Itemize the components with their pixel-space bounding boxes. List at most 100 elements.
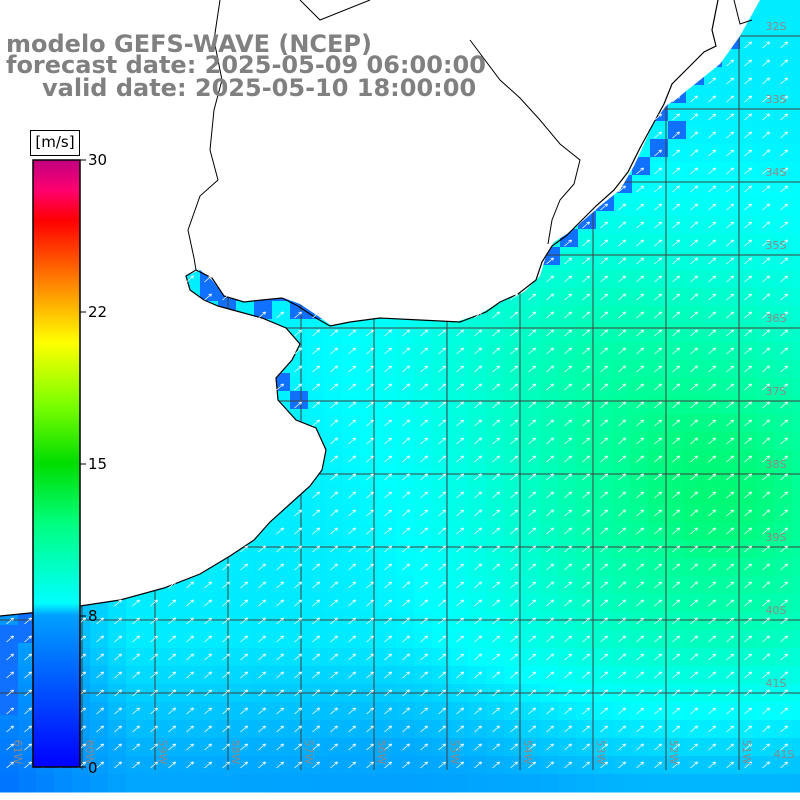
wind-arrow-icon bbox=[96, 653, 104, 661]
valid-date: valid date: 2025-05-10 18:00:00 bbox=[42, 74, 477, 102]
wind-arrow-icon bbox=[654, 509, 662, 517]
wind-arrow-icon bbox=[672, 761, 680, 769]
wind-arrow-icon bbox=[474, 725, 482, 733]
wind-arrow-icon bbox=[438, 617, 446, 625]
wind-arrow-icon bbox=[762, 41, 770, 49]
wind-arrow-icon bbox=[654, 599, 662, 607]
wind-arrow-icon bbox=[528, 689, 536, 697]
wind-arrow-icon bbox=[582, 689, 590, 697]
wind-arrow-icon bbox=[708, 491, 716, 499]
model-title: modelo GEFS-WAVE (NCEP) bbox=[6, 30, 372, 58]
wind-arrow-icon bbox=[564, 419, 572, 427]
wind-arrow-icon bbox=[744, 707, 752, 715]
wind-arrow-icon bbox=[402, 653, 410, 661]
wind-arrow-icon bbox=[384, 365, 392, 373]
wind-arrow-icon bbox=[600, 707, 608, 715]
wind-arrow-icon bbox=[726, 203, 734, 211]
wind-arrow-icon bbox=[726, 185, 734, 193]
wind-arrow-icon bbox=[330, 617, 338, 625]
wind-arrow-icon bbox=[240, 671, 248, 679]
wind-arrow-icon bbox=[294, 347, 302, 355]
wind-arrow-icon bbox=[294, 581, 302, 589]
wind-arrow-icon bbox=[672, 401, 680, 409]
wind-arrow-icon bbox=[492, 707, 500, 715]
wind-arrow-icon bbox=[546, 311, 554, 319]
wind-arrow-icon bbox=[330, 347, 338, 355]
wind-arrow-icon bbox=[6, 671, 14, 679]
wind-arrow-icon bbox=[654, 653, 662, 661]
wind-arrow-icon bbox=[474, 527, 482, 535]
wind-arrow-icon bbox=[744, 617, 752, 625]
wind-arrow-icon bbox=[456, 707, 464, 715]
wind-arrow-icon bbox=[222, 293, 230, 301]
wind-arrow-icon bbox=[402, 329, 410, 337]
wind-arrow-icon bbox=[582, 293, 590, 301]
wind-arrow-icon bbox=[690, 365, 698, 373]
wind-arrow-icon bbox=[6, 761, 14, 769]
wind-arrow-icon bbox=[258, 671, 266, 679]
wind-arrow-icon bbox=[240, 689, 248, 697]
wind-arrow-icon bbox=[420, 347, 428, 355]
wind-arrow-icon bbox=[528, 365, 536, 373]
wind-arrow-icon bbox=[672, 671, 680, 679]
wind-arrow-icon bbox=[510, 437, 518, 445]
wind-arrow-icon bbox=[654, 203, 662, 211]
wind-arrow-icon bbox=[618, 311, 626, 319]
wind-arrow-icon bbox=[438, 455, 446, 463]
wind-arrow-icon bbox=[618, 635, 626, 643]
wind-arrow-icon bbox=[204, 761, 212, 769]
wind-arrow-icon bbox=[474, 329, 482, 337]
wind-arrow-icon bbox=[222, 743, 230, 751]
wind-arrow-icon bbox=[654, 401, 662, 409]
wind-arrow-icon bbox=[312, 509, 320, 517]
wind-arrow-icon bbox=[600, 545, 608, 553]
wind-arrow-icon bbox=[618, 293, 626, 301]
wind-arrow-icon bbox=[564, 725, 572, 733]
wind-arrow-icon bbox=[726, 77, 734, 85]
wind-arrow-icon bbox=[672, 257, 680, 265]
wind-arrow-icon bbox=[618, 347, 626, 355]
wind-arrow-icon bbox=[528, 491, 536, 499]
wind-arrow-icon bbox=[672, 437, 680, 445]
wind-arrow-icon bbox=[330, 707, 338, 715]
latitude-label: 32S bbox=[766, 20, 787, 33]
wind-arrow-icon bbox=[312, 617, 320, 625]
wind-arrow-icon bbox=[150, 635, 158, 643]
wind-arrow-icon bbox=[708, 131, 716, 139]
wind-arrow-icon bbox=[456, 743, 464, 751]
wind-arrow-icon bbox=[420, 437, 428, 445]
wind-arrow-icon bbox=[672, 329, 680, 337]
wind-arrow-icon bbox=[636, 545, 644, 553]
wind-arrow-icon bbox=[762, 527, 770, 535]
wind-arrow-icon bbox=[258, 311, 266, 319]
wind-arrow-icon bbox=[690, 383, 698, 391]
wind-arrow-icon bbox=[456, 419, 464, 427]
wind-arrow-icon bbox=[672, 131, 680, 139]
wind-arrow-icon bbox=[564, 455, 572, 463]
wind-arrow-icon bbox=[294, 743, 302, 751]
wind-arrow-icon bbox=[510, 347, 518, 355]
wind-arrow-icon bbox=[672, 95, 680, 103]
wind-arrow-icon bbox=[690, 707, 698, 715]
wind-arrow-icon bbox=[546, 347, 554, 355]
wind-arrow-icon bbox=[582, 239, 590, 247]
wind-arrow-icon bbox=[600, 527, 608, 535]
wind-arrow-icon bbox=[780, 41, 788, 49]
wind-arrow-icon bbox=[402, 599, 410, 607]
wind-arrow-icon bbox=[384, 527, 392, 535]
wind-arrow-icon bbox=[240, 761, 248, 769]
wind-arrow-icon bbox=[762, 203, 770, 211]
wind-arrow-icon bbox=[618, 707, 626, 715]
wind-arrow-icon bbox=[366, 329, 374, 337]
wind-arrow-icon bbox=[654, 365, 662, 373]
wind-arrow-icon bbox=[456, 563, 464, 571]
wind-arrow-icon bbox=[780, 743, 788, 751]
wind-arrow-icon bbox=[654, 185, 662, 193]
wind-arrow-icon bbox=[672, 347, 680, 355]
wind-arrow-icon bbox=[348, 617, 356, 625]
wind-arrow-icon bbox=[474, 563, 482, 571]
wind-arrow-icon bbox=[168, 707, 176, 715]
wind-arrow-icon bbox=[438, 491, 446, 499]
wind-arrow-icon bbox=[744, 653, 752, 661]
